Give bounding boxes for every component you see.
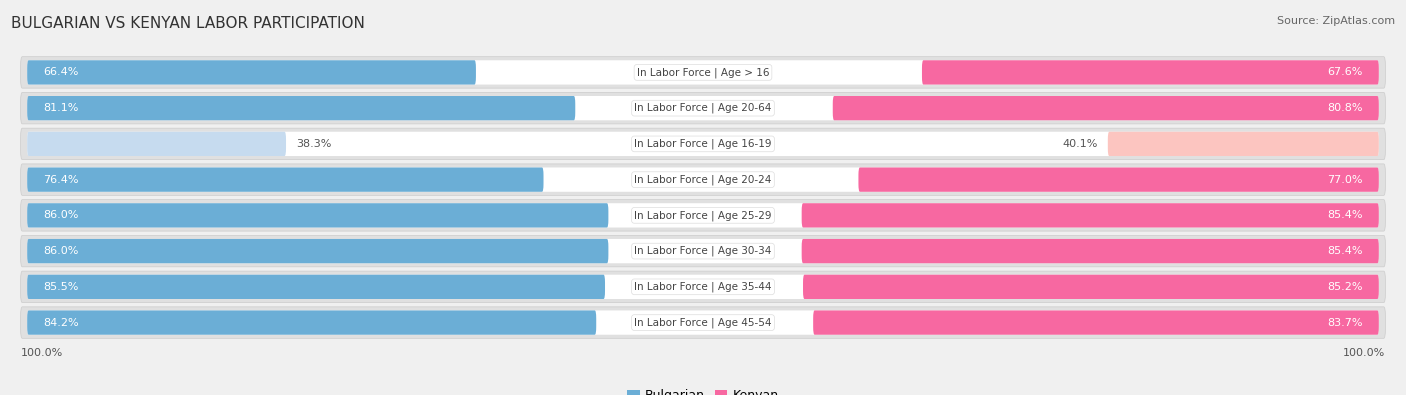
FancyBboxPatch shape — [1108, 132, 1379, 156]
FancyBboxPatch shape — [859, 167, 1379, 192]
FancyBboxPatch shape — [27, 203, 609, 228]
Text: In Labor Force | Age 25-29: In Labor Force | Age 25-29 — [634, 210, 772, 221]
Text: 85.2%: 85.2% — [1327, 282, 1362, 292]
Text: 66.4%: 66.4% — [44, 68, 79, 77]
FancyBboxPatch shape — [27, 132, 1379, 156]
Text: In Labor Force | Age 20-64: In Labor Force | Age 20-64 — [634, 103, 772, 113]
FancyBboxPatch shape — [27, 275, 605, 299]
FancyBboxPatch shape — [803, 275, 1379, 299]
FancyBboxPatch shape — [21, 92, 1385, 124]
Text: In Labor Force | Age 35-44: In Labor Force | Age 35-44 — [634, 282, 772, 292]
Text: 80.8%: 80.8% — [1327, 103, 1362, 113]
FancyBboxPatch shape — [27, 310, 596, 335]
Text: In Labor Force | Age 16-19: In Labor Force | Age 16-19 — [634, 139, 772, 149]
Text: 76.4%: 76.4% — [44, 175, 79, 184]
FancyBboxPatch shape — [21, 199, 1385, 231]
FancyBboxPatch shape — [813, 310, 1379, 335]
Text: 85.5%: 85.5% — [44, 282, 79, 292]
FancyBboxPatch shape — [21, 235, 1385, 267]
Text: 86.0%: 86.0% — [44, 211, 79, 220]
FancyBboxPatch shape — [27, 96, 575, 120]
Text: BULGARIAN VS KENYAN LABOR PARTICIPATION: BULGARIAN VS KENYAN LABOR PARTICIPATION — [11, 16, 366, 31]
Text: In Labor Force | Age 20-24: In Labor Force | Age 20-24 — [634, 174, 772, 185]
FancyBboxPatch shape — [27, 275, 1379, 299]
FancyBboxPatch shape — [21, 128, 1385, 160]
Text: 38.3%: 38.3% — [295, 139, 332, 149]
FancyBboxPatch shape — [21, 271, 1385, 303]
FancyBboxPatch shape — [922, 60, 1379, 85]
Text: 85.4%: 85.4% — [1327, 211, 1362, 220]
FancyBboxPatch shape — [27, 239, 1379, 263]
Text: 100.0%: 100.0% — [1343, 348, 1385, 357]
FancyBboxPatch shape — [21, 164, 1385, 196]
Text: 86.0%: 86.0% — [44, 246, 79, 256]
Text: 84.2%: 84.2% — [44, 318, 79, 327]
Text: In Labor Force | Age > 16: In Labor Force | Age > 16 — [637, 67, 769, 78]
Text: 67.6%: 67.6% — [1327, 68, 1362, 77]
Text: Source: ZipAtlas.com: Source: ZipAtlas.com — [1277, 16, 1395, 26]
FancyBboxPatch shape — [27, 96, 1379, 120]
FancyBboxPatch shape — [27, 167, 544, 192]
FancyBboxPatch shape — [832, 96, 1379, 120]
Text: In Labor Force | Age 30-34: In Labor Force | Age 30-34 — [634, 246, 772, 256]
FancyBboxPatch shape — [801, 239, 1379, 263]
FancyBboxPatch shape — [27, 60, 475, 85]
Text: 40.1%: 40.1% — [1063, 139, 1098, 149]
Text: 100.0%: 100.0% — [21, 348, 63, 357]
FancyBboxPatch shape — [801, 203, 1379, 228]
FancyBboxPatch shape — [21, 307, 1385, 338]
Text: 81.1%: 81.1% — [44, 103, 79, 113]
FancyBboxPatch shape — [27, 167, 1379, 192]
FancyBboxPatch shape — [21, 57, 1385, 88]
Text: 77.0%: 77.0% — [1327, 175, 1362, 184]
FancyBboxPatch shape — [27, 60, 1379, 85]
Legend: Bulgarian, Kenyan: Bulgarian, Kenyan — [623, 384, 783, 395]
FancyBboxPatch shape — [27, 310, 1379, 335]
Text: In Labor Force | Age 45-54: In Labor Force | Age 45-54 — [634, 317, 772, 328]
FancyBboxPatch shape — [27, 132, 285, 156]
FancyBboxPatch shape — [27, 239, 609, 263]
Text: 83.7%: 83.7% — [1327, 318, 1362, 327]
FancyBboxPatch shape — [27, 203, 1379, 228]
Text: 85.4%: 85.4% — [1327, 246, 1362, 256]
